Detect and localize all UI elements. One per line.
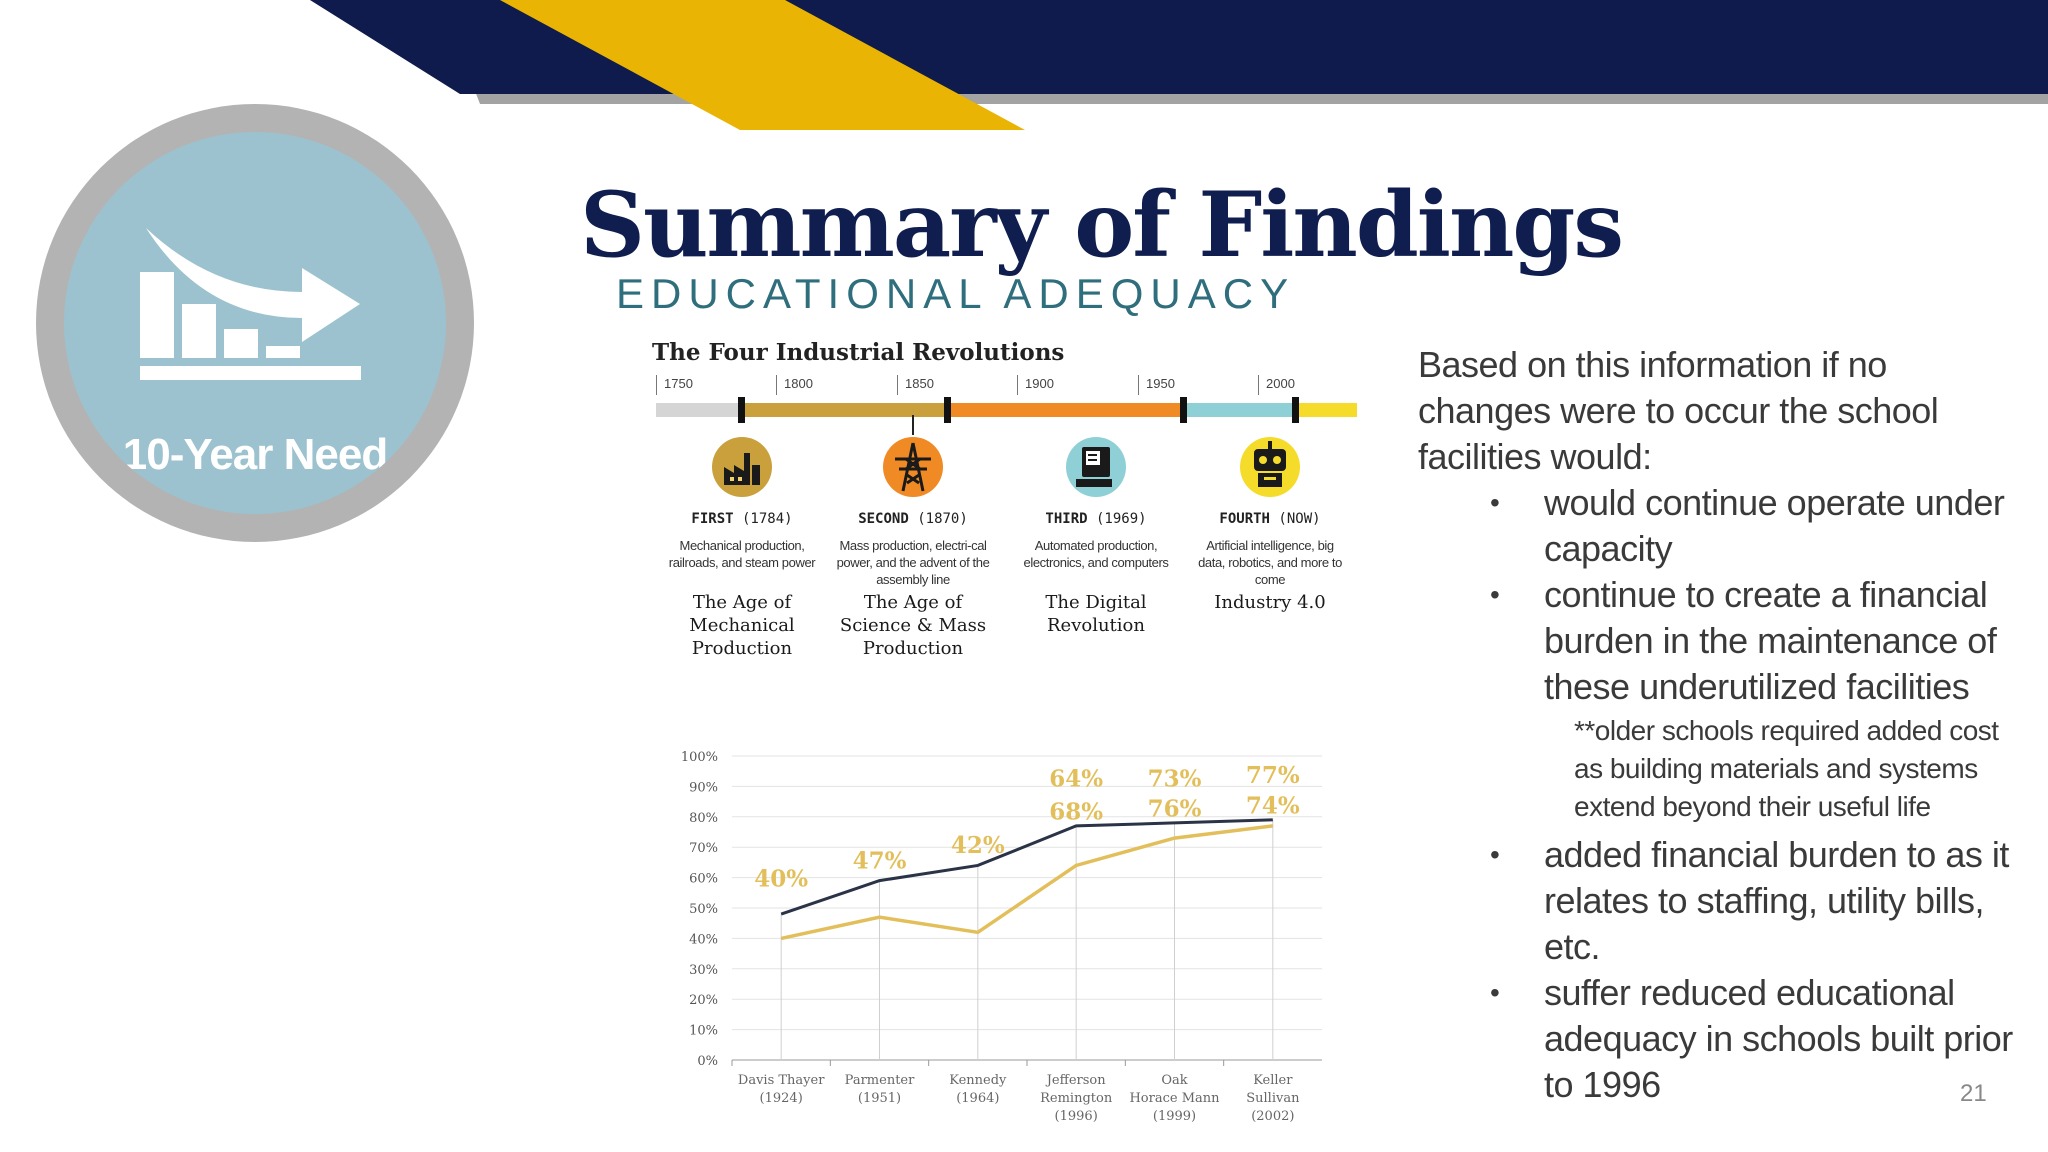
revolution-year: (1784)	[742, 511, 793, 527]
industrial-revolutions-timeline: The Four Industrial Revolutions 1750 180…	[650, 335, 1360, 695]
factory-icon	[712, 437, 772, 497]
capacity-line-chart: 0% 10% 20% 30% 40% 50% 60% 70% 80% 90% 100% Davis T…	[660, 740, 1340, 1125]
revolution-year: (1969)	[1096, 511, 1147, 527]
x-tick-label: Jefferson Remington (1996)	[1040, 1073, 1113, 1124]
finding-text: added financial burden to as it relates …	[1544, 834, 2009, 967]
timeline-title: The Four Industrial Revolutions	[652, 339, 1065, 366]
timeline-segment	[1295, 403, 1357, 417]
data-label: 74%	[1246, 793, 1300, 820]
y-tick-label: 0%	[697, 1054, 718, 1069]
finding-text: would continue operate under capacity	[1544, 482, 2005, 569]
series-line	[780, 818, 1273, 916]
data-label: 47%	[853, 847, 907, 874]
revolution-description: Artificial intelligence, big data, robot…	[1198, 538, 1342, 587]
revolution-heading: SECOND (1870)	[828, 511, 998, 527]
computer-icon	[1066, 437, 1126, 497]
timeline-marker	[1292, 397, 1299, 423]
timeline-segment	[947, 403, 1183, 417]
badge-inner: 10-Year Need	[64, 132, 446, 514]
findings-list: • would continue operate under capacity •…	[1418, 480, 2018, 1108]
bullet-dot: •	[1490, 487, 1500, 518]
timeline-marker	[738, 397, 745, 423]
timeline-year: 1800	[776, 375, 813, 395]
revolution-description: Mass production, electri-cal power, and …	[836, 538, 990, 587]
declining-bar-chart-arrow-icon	[140, 228, 361, 380]
revolution-description: Automated production, electronics, and c…	[1023, 538, 1169, 570]
timeline-stem	[912, 415, 914, 435]
x-tick-label: Keller Sullivan (2002)	[1246, 1073, 1300, 1124]
y-tick-label: 30%	[689, 963, 718, 978]
finding-text: suffer reduced educational adequacy in s…	[1544, 972, 2013, 1105]
finding-item: • would continue operate under capacity	[1418, 480, 2018, 572]
findings-intro: Based on this information if no changes …	[1418, 344, 1939, 477]
revolution-name: The Age of Science & Mass Production	[839, 592, 987, 659]
revolution-heading: FOURTH (NOW)	[1185, 511, 1355, 527]
y-tick-label: 50%	[689, 902, 718, 917]
findings-text: Based on this information if no changes …	[1418, 342, 2018, 1108]
finding-item: • suffer reduced educational adequacy in …	[1418, 970, 2018, 1108]
revolution-ordinal: SECOND	[858, 511, 909, 527]
y-tick-label: 20%	[689, 993, 718, 1008]
header-banner	[310, 0, 2048, 130]
y-tick-label: 100%	[681, 750, 718, 765]
finding-item: • continue to create a financial burden i…	[1418, 572, 2018, 710]
timeline-year: 2000	[1258, 375, 1295, 395]
y-tick-label: 60%	[689, 872, 718, 887]
data-label: 77%	[1246, 762, 1300, 789]
revolution-heading: FIRST (1784)	[657, 511, 827, 527]
power-tower-icon	[883, 437, 943, 497]
timeline-year: 1850	[897, 375, 934, 395]
page-number: 21	[1960, 1080, 1987, 1107]
banner-gold-shape	[500, 0, 1025, 130]
capacity-line-chart-svg: 0% 10% 20% 30% 40% 50% 60% 70% 80% 90% 100% Davis T…	[681, 750, 1322, 1124]
page-title: Summary of Findings	[580, 172, 1624, 278]
x-tick-label: Parmenter (1951)	[845, 1073, 915, 1106]
timeline-marker	[1180, 397, 1187, 423]
timeline-year-axis: 1750 1800 1850 1900 1950 2000	[650, 375, 1360, 405]
y-tick-label: 90%	[689, 780, 718, 795]
finding-item: • added financial burden to as it relates…	[1418, 832, 2018, 970]
bullet-dot: •	[1490, 977, 1500, 1008]
revolution-year: (NOW)	[1278, 511, 1321, 527]
timeline-year: 1950	[1138, 375, 1175, 395]
y-tick-label: 80%	[689, 811, 718, 826]
series-line	[780, 824, 1274, 941]
data-label: 64%	[1049, 765, 1103, 792]
bullet-dot: •	[1490, 579, 1500, 610]
revolution-name: The Digital Revolution	[1045, 592, 1147, 636]
x-tick-label: Kennedy (1964)	[949, 1073, 1007, 1106]
x-tick-label: Davis Thayer (1924)	[738, 1073, 825, 1106]
timeline-segment	[1183, 403, 1295, 417]
data-label: 73%	[1148, 765, 1202, 792]
revolution-name: Industry 4.0	[1214, 592, 1326, 613]
revolution-heading: THIRD (1969)	[1011, 511, 1181, 527]
badge-label: 10-Year Need	[122, 430, 388, 479]
y-tick-label: 10%	[689, 1024, 718, 1039]
revolution-ordinal: FIRST	[691, 511, 734, 527]
x-tick-label: Oak Horace Mann (1999)	[1129, 1073, 1220, 1124]
revolution-ordinal: THIRD	[1045, 511, 1088, 527]
data-label: 76%	[1148, 796, 1202, 823]
revolution-name: The Age of Mechanical Production	[689, 592, 795, 659]
data-label: 68%	[1049, 799, 1103, 826]
bullet-dot: •	[1490, 839, 1500, 870]
finding-text: continue to create a financial burden in…	[1544, 574, 1997, 707]
revolution-description: Mechanical production, railroads, and st…	[668, 538, 816, 570]
timeline-marker	[944, 397, 951, 423]
timeline-segment	[740, 403, 947, 417]
data-label: 42%	[951, 832, 1005, 859]
timeline-year: 1750	[656, 375, 693, 395]
timeline-segment	[656, 403, 740, 417]
revolution-year: (1870)	[917, 511, 968, 527]
y-tick-label: 40%	[689, 932, 718, 947]
revolution-ordinal: FOURTH	[1219, 511, 1270, 527]
page-subtitle: EDUCATIONAL ADEQUACY	[616, 270, 1296, 317]
y-tick-label: 70%	[689, 841, 718, 856]
data-label: 40%	[754, 866, 808, 893]
finding-note: **older schools required added cost as b…	[1574, 715, 1999, 822]
ten-year-need-badge: 10-Year Need	[36, 104, 474, 542]
robot-icon	[1240, 437, 1300, 497]
timeline-year: 1900	[1017, 375, 1054, 395]
